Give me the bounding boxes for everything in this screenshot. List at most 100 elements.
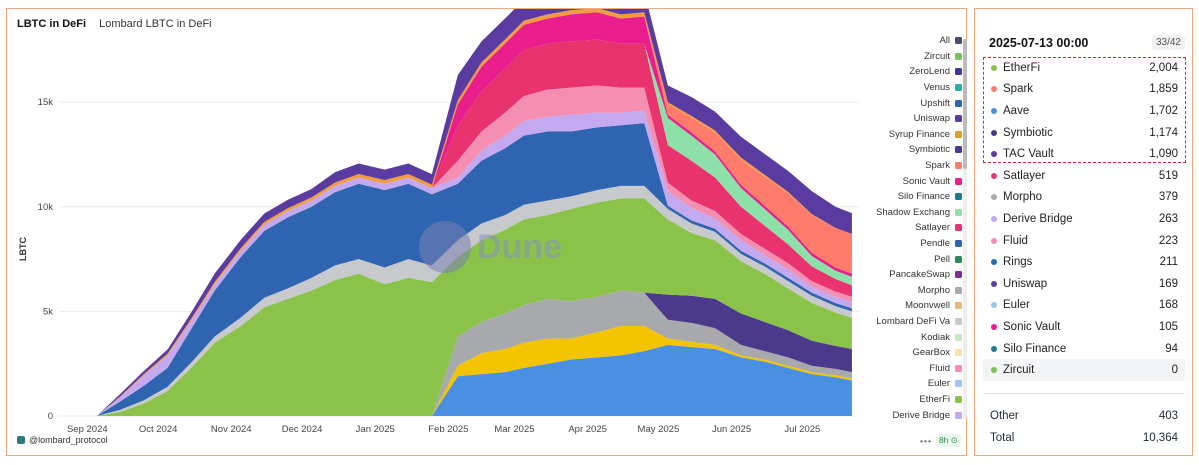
- legend-label: Symbiotic: [908, 144, 950, 156]
- detail-row[interactable]: Zircuit 0: [983, 359, 1185, 381]
- detail-row[interactable]: EtherFi 2,004: [983, 57, 1185, 79]
- legend-item[interactable]: Uniswap: [867, 111, 962, 127]
- y-tick-label: 0: [48, 411, 53, 422]
- area-series[interactable]: [70, 123, 852, 416]
- legend-label: Silo Finance: [897, 191, 950, 203]
- detail-row-name: Morpho: [1003, 191, 1042, 204]
- area-series[interactable]: [70, 344, 852, 416]
- legend-label: Fluid: [929, 362, 950, 374]
- legend-item[interactable]: Zircuit: [867, 49, 962, 65]
- legend-label: Uniswap: [913, 113, 950, 125]
- legend-label: Kodiak: [920, 331, 950, 343]
- legend-item[interactable]: Lombard DeFi Va: [867, 314, 962, 330]
- y-axis-label: LBTC: [18, 237, 28, 261]
- legend-item[interactable]: Sonic Vault: [867, 173, 962, 189]
- detail-row[interactable]: Euler 168: [983, 295, 1185, 317]
- legend-item[interactable]: Pendle: [867, 236, 962, 252]
- legend-item[interactable]: Upshift: [867, 95, 962, 111]
- legend-label: Shadow Exchang: [876, 206, 950, 218]
- legend-swatch: [955, 68, 962, 76]
- legend-scrollbar[interactable]: [963, 39, 967, 419]
- legend-label: Venus: [923, 82, 950, 94]
- legend-item[interactable]: Silo Finance: [867, 189, 962, 205]
- detail-row[interactable]: Uniswap 169: [983, 273, 1185, 295]
- detail-row-value: 1,174: [1149, 126, 1178, 139]
- legend-item[interactable]: Symbiotic: [867, 142, 962, 158]
- legend-label: Sonic Vault: [902, 175, 950, 187]
- legend-label: Zircuit: [924, 50, 950, 62]
- area-series[interactable]: [70, 198, 852, 416]
- detail-row-value: 211: [1159, 256, 1178, 269]
- legend-item[interactable]: All: [867, 33, 962, 49]
- legend-item[interactable]: GearBox: [867, 345, 962, 361]
- series-dot-icon: [991, 107, 997, 114]
- refresh-badge[interactable]: 8h ⊙: [935, 434, 961, 447]
- other-row: Other 403: [983, 406, 1185, 426]
- detail-row-name: Sonic Vault: [1003, 320, 1061, 333]
- legend-item[interactable]: ZeroLend: [867, 64, 962, 80]
- chart-legend[interactable]: All Zircuit ZeroLend Venus Upshift Uniswap Syr…: [867, 33, 962, 423]
- legend-item[interactable]: Satlayer: [867, 220, 962, 236]
- legend-item[interactable]: Spark: [867, 158, 962, 174]
- x-tick-label: Sep 2024: [67, 424, 108, 435]
- detail-row[interactable]: Morpho 379: [983, 187, 1185, 209]
- y-tick-label: 15k: [38, 97, 54, 108]
- legend-swatch: [955, 380, 962, 388]
- legend-label: Morpho: [917, 284, 950, 296]
- legend-swatch: [955, 193, 962, 201]
- detail-row-name: Symbiotic: [1003, 126, 1053, 139]
- series-dot-icon: [991, 237, 997, 244]
- detail-row-name: EtherFi: [1003, 61, 1041, 74]
- legend-item[interactable]: Euler: [867, 376, 962, 392]
- legend-label: EtherFi: [919, 393, 950, 405]
- detail-row[interactable]: Derive Bridge 263: [983, 208, 1185, 230]
- legend-item[interactable]: Derive Bridge: [867, 407, 962, 423]
- detail-row-value: 169: [1158, 277, 1178, 290]
- area-series[interactable]: [70, 9, 852, 416]
- detail-row[interactable]: Silo Finance 94: [983, 338, 1185, 360]
- series-dot-icon: [991, 302, 997, 309]
- legend-swatch: [955, 395, 962, 403]
- legend-item[interactable]: Syrup Finance: [867, 127, 962, 143]
- legend-scroll-thumb[interactable]: [963, 39, 967, 169]
- legend-item[interactable]: Moonvwell: [867, 298, 962, 314]
- detail-row-value: 223: [1158, 234, 1178, 247]
- detail-row[interactable]: Fluid 223: [983, 230, 1185, 252]
- detail-row[interactable]: TAC Vault 1,090: [983, 143, 1185, 165]
- area-series[interactable]: [70, 290, 852, 416]
- total-row: Total 10,364: [983, 428, 1185, 448]
- dune-watermark: Dune: [419, 221, 562, 273]
- detail-row[interactable]: Aave 1,702: [983, 100, 1185, 122]
- detail-row[interactable]: Sonic Vault 105: [983, 316, 1185, 338]
- area-series[interactable]: [70, 326, 852, 416]
- detail-row[interactable]: Spark 1,859: [983, 79, 1185, 101]
- series-dot-icon: [991, 64, 997, 71]
- legend-item[interactable]: Pell: [867, 251, 962, 267]
- detail-row[interactable]: Symbiotic 1,174: [983, 122, 1185, 144]
- creator-handle[interactable]: @lombard_protocol: [29, 435, 108, 445]
- legend-item[interactable]: EtherFi: [867, 392, 962, 408]
- legend-swatch: [955, 84, 962, 92]
- legend-item[interactable]: Fluid: [867, 360, 962, 376]
- other-value: 403: [1158, 410, 1178, 422]
- legend-swatch: [955, 146, 962, 154]
- area-series[interactable]: [70, 39, 852, 416]
- legend-item[interactable]: Shadow Exchang: [867, 205, 962, 221]
- more-options-icon[interactable]: •••: [920, 435, 932, 446]
- legend-swatch: [955, 364, 962, 372]
- stacked-area-chart[interactable]: 0 5k 10k 15k LBTC Sep 2024 Oct 2024 Nov 2024 Dec…: [7, 9, 968, 457]
- legend-swatch: [955, 37, 962, 45]
- legend-item[interactable]: Morpho: [867, 283, 962, 299]
- detail-row[interactable]: Satlayer 519: [983, 165, 1185, 187]
- legend-swatch: [955, 177, 962, 185]
- legend-item[interactable]: Kodiak: [867, 329, 962, 345]
- legend-swatch: [955, 130, 962, 138]
- legend-swatch: [955, 208, 962, 216]
- refresh-status[interactable]: ••• 8h ⊙: [920, 434, 961, 447]
- legend-item[interactable]: Venus: [867, 80, 962, 96]
- legend-item[interactable]: PancakeSwap: [867, 267, 962, 283]
- detail-row[interactable]: Rings 211: [983, 251, 1185, 273]
- x-tick-label: Nov 2024: [211, 424, 252, 435]
- legend-swatch: [955, 115, 962, 123]
- legend-swatch: [955, 271, 962, 279]
